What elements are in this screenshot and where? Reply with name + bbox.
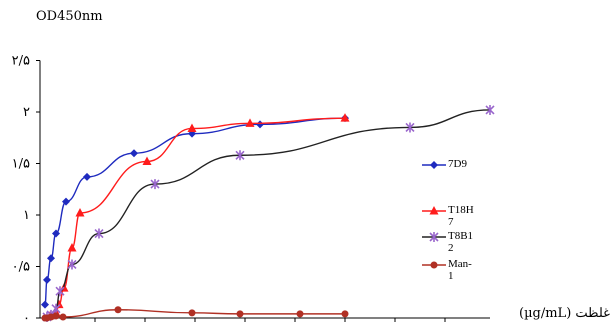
data-point-man-1 [52,312,60,320]
data-point-man-1 [341,310,349,318]
data-point-7d9 [47,254,55,263]
data-point-t18h7 [75,207,85,217]
x-axis-label: غلظت (µg/mL) [519,306,610,321]
data-point-t8b12 [94,228,104,239]
data-point-7d9 [130,149,138,158]
data-point-man-1 [114,306,122,314]
legend-marker-t8b12 [429,232,439,242]
data-point-7d9 [43,275,51,284]
y-tick-label: ٢/۵ [12,54,30,69]
data-point-t18h7 [142,156,152,165]
data-point-7d9 [41,300,49,309]
data-point-t18h7 [245,118,255,127]
data-point-t18h7 [67,242,77,252]
data-point-t8b12 [485,104,495,115]
legend-label-t18h7: T18H 7 [448,204,474,228]
legend-label-7d9: 7D9 [448,158,467,170]
y-tick-label: ١/۵ [12,157,30,172]
data-point-t18h7 [340,113,350,122]
series-line-7d9 [44,117,346,306]
legend-label-man-1: Man-1 [448,258,472,282]
data-point-man-1 [296,310,304,318]
y-tick-label: ٢ [23,105,30,120]
data-point-man-1 [59,313,67,321]
legend-marker-man-1 [430,261,438,269]
legend-marker-7d9 [430,161,438,169]
series-line-t8b12 [46,109,491,318]
data-point-t8b12 [150,179,160,190]
y-axis-label: OD450nm [36,9,103,24]
y-tick-label: ١ [23,208,30,223]
data-point-7d9 [83,172,91,181]
data-point-t18h7 [187,123,197,132]
legend-label-t8b12: T8B1 2 [448,230,473,254]
y-tick-label: ٠/۵ [12,260,30,275]
data-point-t8b12 [55,286,65,297]
y-tick-label: ٠ [23,311,30,326]
data-point-man-1 [236,310,244,318]
data-point-7d9 [62,197,70,206]
data-point-7d9 [256,120,264,129]
data-point-t8b12 [405,122,415,133]
legend-marker-t18h7 [429,206,439,215]
data-point-t8b12 [51,303,61,314]
data-point-man-1 [188,309,196,317]
data-point-t8b12 [235,150,245,161]
data-point-7d9 [52,229,60,238]
data-point-t8b12 [67,259,77,270]
